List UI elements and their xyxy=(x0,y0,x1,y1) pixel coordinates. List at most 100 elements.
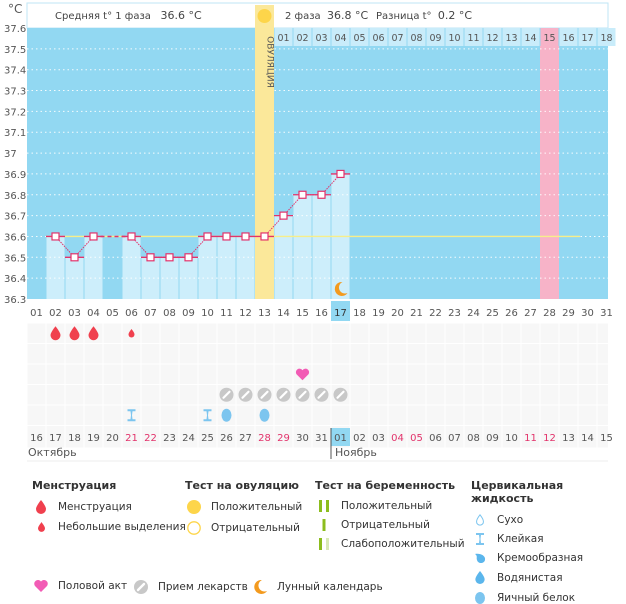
temperature-bar xyxy=(141,257,160,299)
temperature-point xyxy=(222,232,231,241)
luteal-day-cell xyxy=(502,28,521,46)
calendar-date-label: 26 xyxy=(220,433,233,444)
calendar-date-label: 19 xyxy=(87,433,100,444)
luteal-day-number: 11 xyxy=(467,33,479,44)
luteal-day-number: 12 xyxy=(486,33,498,44)
temperature-bar xyxy=(46,236,65,299)
month-label-november: Ноябрь xyxy=(335,446,377,459)
temperature-point xyxy=(203,232,212,241)
month-label-october: Октябрь xyxy=(28,446,77,459)
spotting-icon xyxy=(128,329,135,338)
y-tick-label: 36.6 xyxy=(4,232,26,243)
pill-icon-stripe xyxy=(222,390,231,399)
cycle-day-label: 14 xyxy=(277,308,290,319)
cycle-day-label: 30 xyxy=(581,308,594,319)
calendar-date-label: 17 xyxy=(49,433,62,444)
calendar-date-label: 15 xyxy=(600,433,613,444)
cycle-day-label: 03 xyxy=(68,308,81,319)
y-tick-label: 37.6 xyxy=(4,24,26,35)
calendar-date-label: 25 xyxy=(201,433,214,444)
luteal-day-number: 16 xyxy=(562,33,574,44)
luteal-day-cell xyxy=(274,28,293,46)
y-tick-label: 36.3 xyxy=(4,295,26,306)
diff-value: 0.2 °C xyxy=(437,9,473,22)
temperature-bar xyxy=(160,257,179,299)
temperature-point xyxy=(89,232,98,241)
legend-item: Клейкая xyxy=(471,533,626,545)
moon-icon xyxy=(334,281,348,296)
legend-cervical-fluid: Цервикальная жидкость Сухо Клейкая Кремо… xyxy=(471,479,626,604)
temperature-point xyxy=(165,253,174,262)
fluid-creamy-icon xyxy=(471,552,489,564)
menstruation-icon xyxy=(88,326,99,341)
luteal-day-cell xyxy=(483,28,502,46)
expected-period-column xyxy=(540,46,559,299)
fluid-sticky-icon xyxy=(203,409,212,422)
legend-item: Менструация xyxy=(32,500,186,514)
cycle-day-label: 12 xyxy=(239,308,252,319)
luteal-day-cell xyxy=(578,28,597,46)
current-day-highlight xyxy=(331,301,350,321)
cycle-day-label: 26 xyxy=(505,308,518,319)
calendar-date-label: 14 xyxy=(581,433,594,444)
calendar-date-label: 09 xyxy=(486,433,499,444)
ovulation-test-positive-icon xyxy=(257,9,272,23)
calendar-date-label: 02 xyxy=(353,433,366,444)
drop-heavy-icon xyxy=(32,500,50,514)
calendar-date-label: 20 xyxy=(106,433,119,444)
pill-icon-stripe xyxy=(241,390,250,399)
luteal-day-number: 18 xyxy=(600,33,612,44)
calendar-date-label: 23 xyxy=(163,433,176,444)
temperature-bar xyxy=(217,236,236,299)
y-tick-label: 36.9 xyxy=(4,170,26,181)
luteal-day-cell xyxy=(445,28,464,46)
legend-item: Небольшие выделения xyxy=(32,521,186,533)
y-tick-label: 36.8 xyxy=(4,191,26,202)
pill-icon-stripe xyxy=(279,390,288,399)
calendar-date-label: 07 xyxy=(448,433,461,444)
legend-pregnancy-test: Тест на беременность Положительный Отриц… xyxy=(315,479,465,550)
luteal-day-number: 15 xyxy=(543,33,555,44)
luteal-day-number: 03 xyxy=(315,33,327,44)
phase1-label: Средняя t° 1 фаза xyxy=(55,11,151,22)
cycle-day-label: 17 xyxy=(334,308,347,319)
legend-item: Кремообразная xyxy=(471,552,626,564)
circle-outline-icon xyxy=(185,521,203,535)
calendar-date-label: 12 xyxy=(543,433,556,444)
calendar-date-label: 29 xyxy=(277,433,290,444)
cycle-day-label: 13 xyxy=(258,308,271,319)
temperature-point xyxy=(317,190,326,199)
luteal-day-number: 07 xyxy=(391,33,403,44)
luteal-day-number: 02 xyxy=(296,33,308,44)
luteal-day-cell xyxy=(540,28,559,46)
cycle-day-label: 07 xyxy=(144,308,157,319)
temperature-point xyxy=(51,232,60,241)
phase2-label: 2 фаза xyxy=(285,11,321,22)
legend-title: Менструация xyxy=(32,479,117,492)
cycle-day-label: 09 xyxy=(182,308,195,319)
temperature-point xyxy=(127,232,136,241)
pill-icon-stripe xyxy=(260,390,269,399)
calendar-date-label: 06 xyxy=(429,433,442,444)
luteal-day-cell xyxy=(369,28,388,46)
cycle-day-label: 18 xyxy=(353,308,366,319)
one-line-icon xyxy=(315,519,333,531)
calendar-date-label: 11 xyxy=(524,433,537,444)
luteal-day-number: 09 xyxy=(429,33,441,44)
cycle-day-label: 25 xyxy=(486,308,499,319)
legend-item: Положительный xyxy=(185,500,302,514)
pill-icon-stripe xyxy=(298,390,307,399)
temperature-point xyxy=(184,253,193,262)
phase2-average: 2 фаза 36.8 °C xyxy=(285,9,368,22)
phase1-value: 36.6 °C xyxy=(160,9,202,22)
luteal-day-number: 05 xyxy=(353,33,365,44)
cycle-day-label: 01 xyxy=(30,308,43,319)
menstruation-icon xyxy=(69,326,80,341)
phase1-average: Средняя t° 1 фаза 36.6 °C xyxy=(55,9,202,22)
legend-item: Яичный белок xyxy=(471,591,626,604)
cycle-day-label: 10 xyxy=(201,308,214,319)
drop-light-icon xyxy=(32,522,50,532)
faint-line-icon xyxy=(315,538,333,550)
temperature-bar xyxy=(84,236,103,299)
calendar-date-label: 27 xyxy=(239,433,252,444)
